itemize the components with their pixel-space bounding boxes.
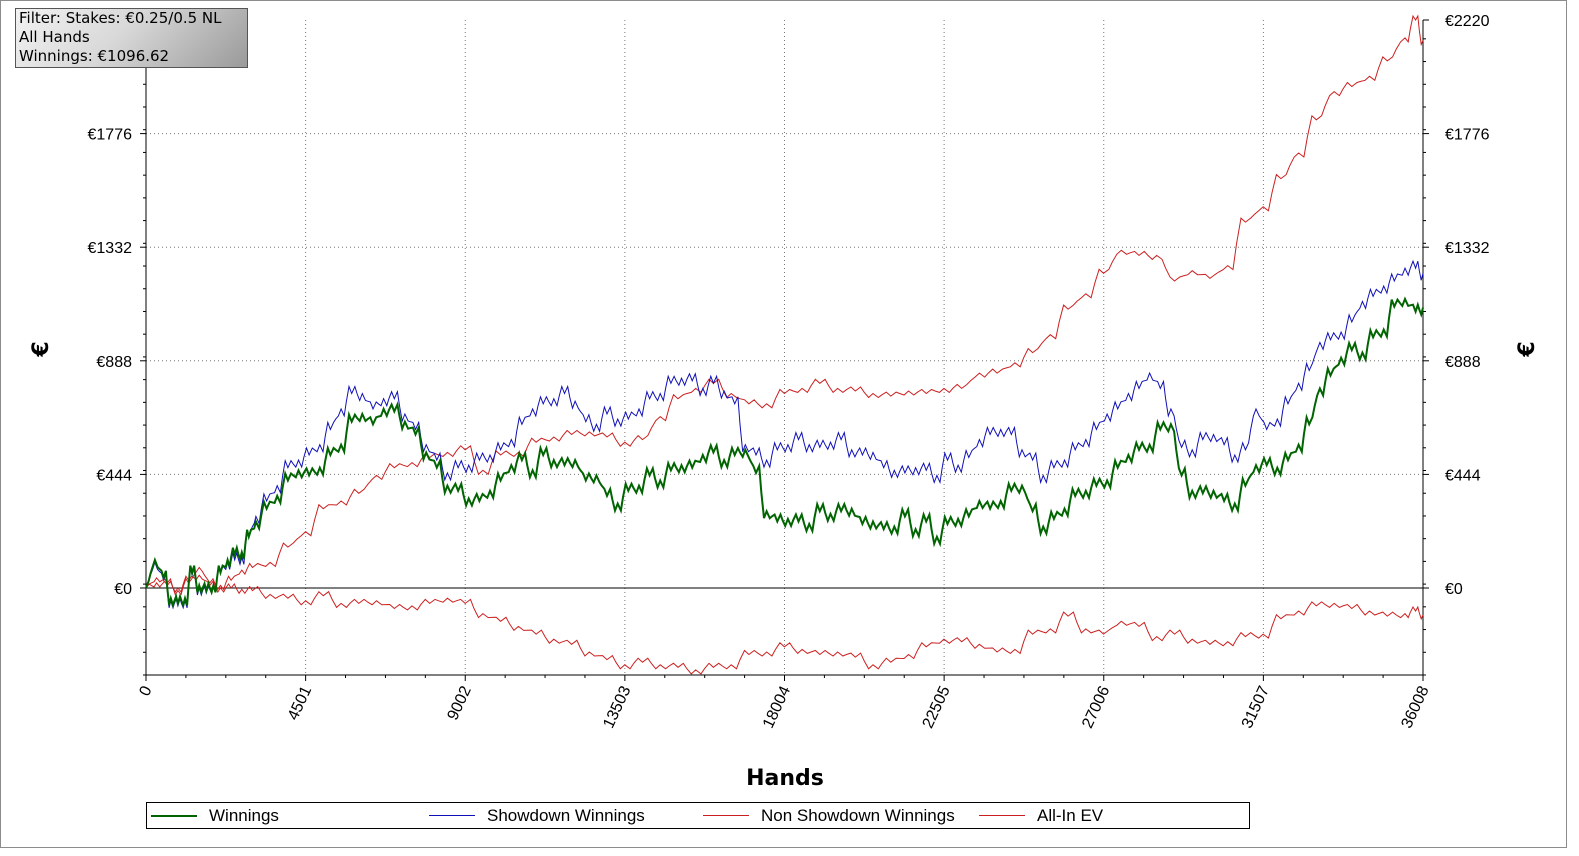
filter-hands-text: All Hands (19, 28, 90, 46)
y-axis-title-left: € (29, 341, 54, 357)
x-tick-label: 36008 (1398, 683, 1432, 731)
y-tick-label-left: €1776 (88, 127, 133, 144)
x-tick-label: 13503 (600, 683, 634, 731)
gridlines (146, 20, 1424, 675)
legend-label-non-showdown: Non Showdown Winnings (761, 805, 955, 825)
filter-winnings-text: Winnings: €1096.62 (19, 47, 170, 65)
filter-stakes-text: Filter: Stakes: €0.25/0.5 NL (19, 9, 222, 27)
legend-swatch-winnings (151, 814, 197, 817)
y-tick-label-left: €888 (96, 354, 132, 371)
x-axis-title: Hands (746, 766, 824, 791)
y-tick-label-left: €0 (114, 581, 132, 598)
tick-labels: 0 4501 9002 13503 18004 22505 27006 31507 36008 €… (88, 13, 1490, 731)
legend-swatch-allin-ev (979, 815, 1025, 816)
legend-item-allin-ev: All-In EV (979, 803, 1103, 828)
y-tick-label-right: €888 (1445, 354, 1481, 371)
legend-swatch-showdown (429, 815, 475, 816)
y-tick-label-left: €1332 (88, 240, 133, 257)
y-tick-label-right: €2220 (1445, 13, 1490, 30)
y-tick-label-left: €444 (96, 467, 132, 484)
series-line-non-showdown-winnings (145, 574, 1424, 675)
legend-item-non-showdown: Non Showdown Winnings (703, 803, 955, 828)
x-tick-label: 22505 (920, 683, 954, 731)
series-line-showdown-winnings (145, 259, 1424, 610)
x-tick-label: 0 (136, 683, 155, 698)
x-tick-label: 18004 (760, 683, 794, 731)
legend-label-allin-ev: All-In EV (1037, 805, 1104, 825)
legend-item-showdown: Showdown Winnings (429, 803, 645, 828)
axes (140, 19, 1429, 681)
legend-label-winnings: Winnings (209, 805, 279, 825)
legend-swatch-non-showdown (703, 815, 749, 816)
chart-legend: Winnings Showdown Winnings Non Showdown … (146, 802, 1250, 829)
x-tick-label: 9002 (444, 683, 474, 723)
y-tick-label-right: €0 (1445, 581, 1463, 598)
series-lines (145, 14, 1424, 675)
filter-info-panel: Filter: Stakes: €0.25/0.5 NL All Hands W… (15, 8, 248, 68)
y-tick-label-right: €1776 (1445, 127, 1490, 144)
y-tick-label-right: €1332 (1445, 240, 1490, 257)
legend-label-showdown: Showdown Winnings (487, 805, 645, 825)
x-tick-label: 31507 (1239, 683, 1273, 731)
x-tick-label: 4501 (285, 683, 315, 723)
y-tick-label-right: €444 (1445, 467, 1481, 484)
legend-item-winnings: Winnings (151, 803, 279, 828)
bankroll-graph: 0 4501 9002 13503 18004 22505 27006 31507 36008 €… (29, 13, 1540, 791)
series-line-winnings (145, 296, 1424, 609)
y-axis-title-right: € (1515, 341, 1540, 357)
x-tick-label: 27006 (1079, 683, 1113, 731)
series-line-allin-ev (145, 14, 1424, 596)
